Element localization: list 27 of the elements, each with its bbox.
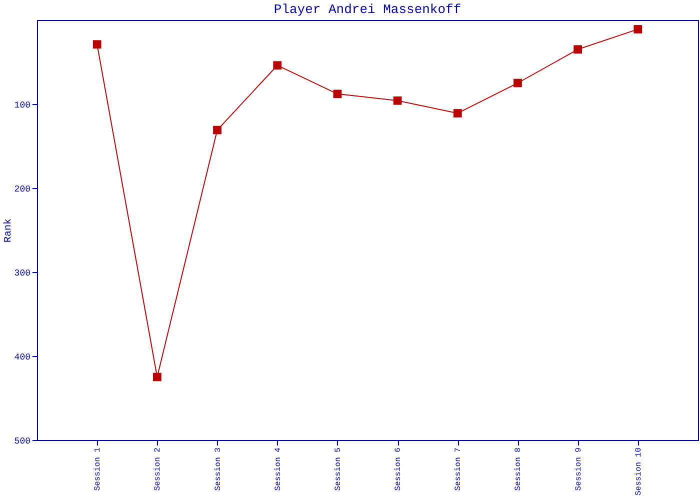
point	[153, 372, 162, 382]
x-tick-label: Session 2	[154, 447, 163, 491]
y-tick-label: 100	[14, 100, 30, 110]
point	[453, 109, 462, 118]
x-tick-label: Session 7	[454, 447, 464, 491]
y-tick-label: 300	[14, 268, 30, 278]
point	[393, 96, 402, 105]
x-tick-label: Session 3	[214, 447, 223, 491]
x-tick-label: Session 8	[514, 447, 524, 491]
point	[574, 45, 582, 54]
x-tick-label: Session 10	[634, 447, 644, 496]
x-tick-label: Session 9	[574, 447, 584, 491]
chart-title: Player Andrei Massenkoff	[274, 2, 462, 17]
point	[634, 25, 642, 34]
point	[213, 126, 222, 134]
y-axis-title: Rank	[2, 218, 14, 243]
y-tick-label: 200	[14, 184, 30, 194]
x-tick-label: Session 4	[274, 447, 283, 491]
y-tick-label: 500	[14, 436, 30, 446]
x-tick-label: Session 6	[394, 447, 404, 491]
x-tick-label: Session 5	[334, 447, 343, 491]
point	[514, 78, 522, 88]
x-tick-label: Session 1	[94, 447, 103, 491]
point	[92, 40, 102, 49]
point	[273, 61, 282, 70]
y-tick-label: 400	[14, 352, 30, 362]
point	[333, 90, 342, 98]
